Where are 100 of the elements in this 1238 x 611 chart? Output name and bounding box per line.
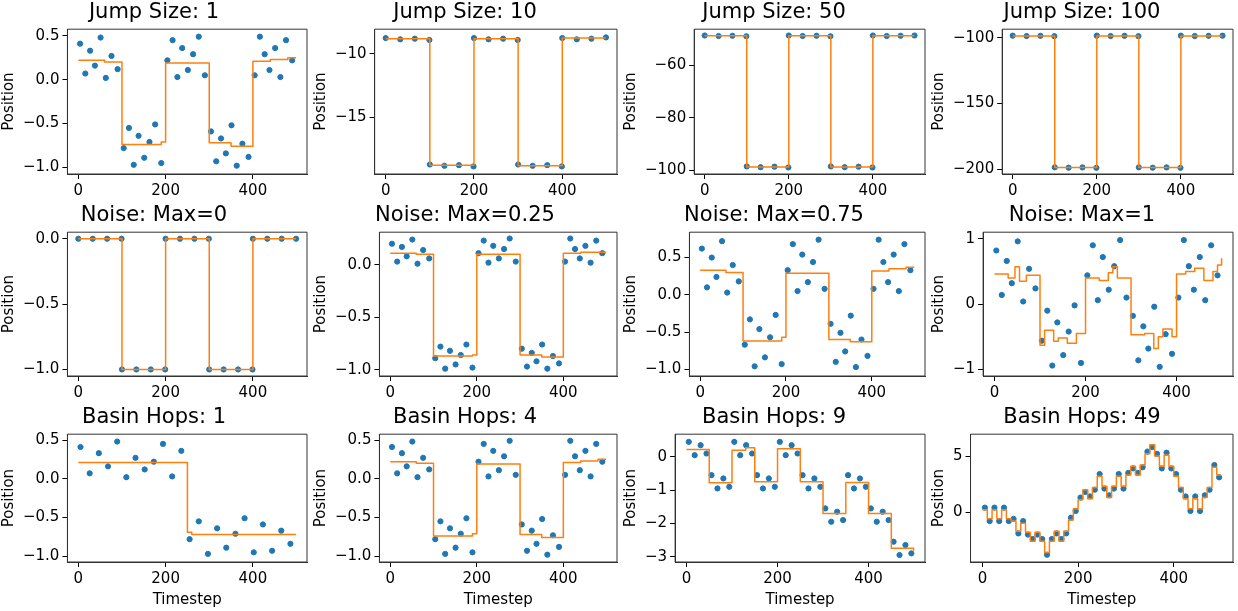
y-tick-label: −1.0 [22, 359, 60, 378]
chart-title: Basin Hops: 49 [1003, 404, 1161, 429]
chart-title: Jump Size: 10 [391, 0, 537, 24]
y-tick-label: 5 [953, 445, 963, 464]
x-tick-label: 400 [238, 568, 268, 587]
x-tick-label: 400 [549, 568, 578, 587]
x-tick-label: 400 [547, 180, 577, 199]
y-tick-label: −2 [644, 513, 668, 532]
x-tick-label: 400 [549, 382, 578, 401]
y-tick-label: −0.5 [334, 507, 372, 526]
x-axis-title: Timestep [1066, 589, 1137, 608]
chart-title: Noise: Max=0 [80, 202, 228, 227]
y-tick-label: 0 [965, 293, 976, 312]
y-axis-title: Position [310, 468, 329, 528]
x-tick-label: 0 [385, 568, 396, 587]
x-tick-label: 400 [857, 382, 887, 401]
y-tick-label: 0.5 [657, 247, 682, 266]
y-tick-label: −0.5 [22, 507, 60, 526]
y-tick-label: 0.5 [347, 429, 372, 448]
x-tick-label: 0 [1007, 180, 1018, 199]
x-tick-label: 0 [695, 382, 705, 401]
y-axis-title: Position [0, 468, 17, 528]
x-axis-title: Timestep [764, 589, 835, 608]
x-tick-label: 200 [771, 382, 801, 401]
y-axis-title: Position [928, 72, 947, 131]
x-tick-label: 200 [459, 180, 489, 199]
x-tick-label: 200 [1063, 568, 1093, 587]
x-tick-label: 400 [1159, 568, 1189, 587]
y-tick-label: 0.0 [35, 228, 60, 247]
x-tick-label: 200 [151, 568, 180, 587]
chart-title: Jump Size: 1 [86, 0, 220, 24]
y-tick-label: 0.5 [35, 429, 60, 448]
y-tick-label: 0.0 [35, 468, 60, 487]
x-tick-label: 0 [380, 180, 391, 199]
x-tick-label: 200 [1071, 382, 1100, 401]
y-axis-title: Position [310, 72, 329, 131]
x-tick-label: 0 [699, 180, 710, 199]
y-tick-label: −150 [953, 93, 995, 112]
x-tick-label: 200 [1082, 180, 1112, 199]
y-axis-title: Position [0, 274, 17, 334]
x-tick-label: 200 [151, 382, 180, 401]
chart-title: Jump Size: 100 [1001, 0, 1161, 24]
y-tick-label: −0.5 [644, 321, 682, 340]
chart-title: Noise: Max=0.25 [375, 202, 555, 227]
y-tick-label: 1 [965, 228, 976, 247]
y-tick-label: −100 [953, 27, 995, 46]
y-tick-label: 0.0 [657, 284, 682, 303]
y-tick-label: −100 [645, 160, 687, 179]
y-tick-label: −1 [952, 359, 976, 378]
x-tick-label: 200 [763, 568, 792, 587]
x-tick-label: 200 [151, 180, 180, 199]
y-tick-label: 0.0 [347, 254, 372, 273]
chart-title: Noise: Max=0.75 [684, 202, 864, 227]
y-tick-label: −0.5 [22, 113, 60, 132]
x-tick-label: 200 [462, 382, 492, 401]
y-tick-label: 0.0 [347, 468, 372, 487]
x-tick-label: 400 [1162, 382, 1191, 401]
y-tick-label: −3 [644, 546, 668, 565]
chart-title: Basin Hops: 1 [81, 404, 227, 429]
y-axis-title: Position [620, 468, 639, 528]
x-tick-label: 400 [1166, 180, 1196, 199]
x-tick-label: 0 [385, 382, 396, 401]
x-tick-label: 400 [238, 180, 268, 199]
y-tick-label: −15 [335, 106, 367, 125]
y-tick-label: 0.0 [35, 69, 60, 88]
y-axis-title: Position [620, 274, 639, 334]
y-tick-label: −0.5 [334, 307, 372, 326]
chart-title: Basin Hops: 4 [392, 404, 538, 429]
x-axis-title: Timestep [151, 589, 222, 608]
y-tick-label: −1.0 [334, 359, 372, 378]
y-tick-label: −80 [654, 107, 687, 126]
chart-title: Basin Hops: 9 [701, 404, 847, 429]
y-tick-label: −60 [654, 55, 687, 74]
y-tick-label: 0 [657, 446, 668, 465]
y-tick-label: −10 [335, 43, 367, 62]
y-axis-title: Position [928, 274, 947, 334]
chart-title: Noise: Max=1 [1008, 202, 1156, 227]
y-tick-label: 0.5 [35, 25, 60, 44]
x-tick-label: 200 [462, 568, 492, 587]
y-axis-title: Position [928, 468, 947, 528]
y-axis-title: Position [310, 274, 329, 334]
chart-title: Jump Size: 50 [700, 0, 846, 24]
x-tick-label: 400 [858, 180, 888, 199]
y-tick-label: −200 [953, 159, 995, 178]
x-tick-label: 0 [73, 568, 84, 587]
y-tick-label: −1 [644, 480, 668, 498]
x-tick-label: 0 [73, 382, 84, 401]
x-axis-title: Timestep [462, 589, 533, 608]
y-tick-label: −1.0 [22, 157, 60, 176]
y-axis-title: Position [0, 72, 17, 131]
x-tick-label: 400 [238, 382, 268, 401]
y-tick-label: −1.0 [334, 546, 372, 565]
y-tick-label: −0.5 [22, 293, 60, 312]
y-tick-label: 0 [953, 502, 963, 520]
y-tick-label: −1.0 [644, 359, 682, 378]
x-tick-label: 200 [774, 180, 804, 199]
y-tick-label: −1.0 [22, 546, 60, 565]
y-axis-title: Position [620, 72, 639, 131]
x-tick-label: 400 [854, 568, 883, 587]
x-tick-label: 0 [73, 180, 84, 199]
